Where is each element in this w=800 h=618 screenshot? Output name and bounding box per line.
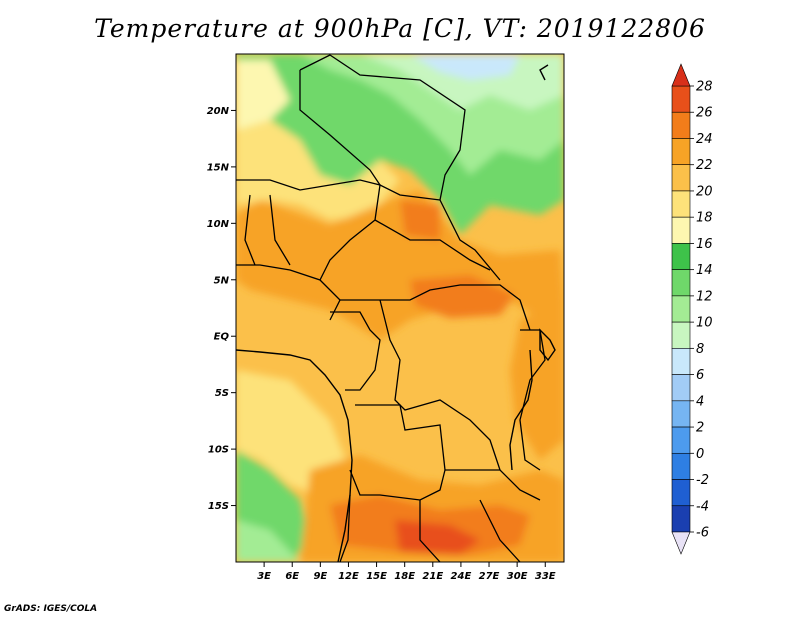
map-title: Temperature at 900hPa [C], VT: 201912280… bbox=[94, 14, 706, 43]
lat-tick-label: 15N bbox=[207, 162, 230, 173]
lat-tick-label: 15S bbox=[208, 501, 229, 512]
colorbar-box bbox=[671, 85, 691, 113]
temperature-field bbox=[236, 54, 564, 562]
colorbar-label: 10 bbox=[696, 316, 713, 331]
colorbar-low-triangle bbox=[671, 531, 691, 555]
grads-credit: GrADS: IGES/COLA bbox=[4, 604, 98, 614]
colorbar-box bbox=[671, 321, 691, 349]
lon-tick-label: 15E bbox=[366, 571, 387, 582]
colorbar-label: -4 bbox=[696, 499, 709, 514]
colorbar-label: 0 bbox=[696, 447, 704, 462]
colorbar-label: 14 bbox=[696, 263, 713, 278]
central-hot-core bbox=[410, 275, 515, 318]
colorbar-box bbox=[671, 426, 691, 454]
lon-tick-label: 27E bbox=[479, 571, 500, 582]
colorbar-label: 4 bbox=[696, 394, 704, 409]
latitude-axis: 20N 15N 10N 5N EQ 5S 10S 15S bbox=[207, 106, 236, 512]
lat-tick-label: 5S bbox=[215, 388, 229, 399]
colorbar-box bbox=[671, 269, 691, 297]
lon-tick-label: 30E bbox=[507, 571, 528, 582]
colorbar-box bbox=[671, 138, 691, 166]
colorbar-box bbox=[671, 164, 691, 192]
west-edge-yellow bbox=[236, 60, 290, 130]
colorbar-label: -6 bbox=[696, 526, 709, 541]
lon-tick-label: 9E bbox=[313, 571, 327, 582]
lon-tick-label: 33E bbox=[535, 571, 556, 582]
lon-tick-label: 12E bbox=[338, 571, 359, 582]
southwest-light-green bbox=[236, 520, 300, 562]
longitude-axis: 3E 6E 9E 12E 15E 18E 21E 24E 27E 30E 33E bbox=[257, 562, 556, 582]
colorbar-label: 16 bbox=[696, 237, 713, 252]
country-boundaries bbox=[236, 54, 546, 562]
colorbar-label: 2 bbox=[696, 421, 704, 436]
central-hot-core-2 bbox=[400, 200, 440, 240]
lat-tick-label: 20N bbox=[207, 106, 230, 117]
colorbar-box bbox=[671, 111, 691, 139]
lon-tick-label: 3E bbox=[257, 571, 271, 582]
colorbar-label: 8 bbox=[696, 342, 704, 357]
lat-tick-label: EQ bbox=[214, 332, 230, 343]
colorbar-label: 18 bbox=[696, 211, 713, 226]
colorbar-label: 28 bbox=[696, 80, 713, 95]
colorbar-label: 26 bbox=[696, 106, 713, 121]
colorbar-label: 24 bbox=[696, 132, 713, 147]
colorbar-label: 6 bbox=[696, 368, 704, 383]
colorbar-label: 22 bbox=[696, 158, 713, 173]
colorbar-box bbox=[671, 243, 691, 270]
colorbar-box bbox=[671, 400, 691, 428]
colorbar-box bbox=[671, 479, 691, 507]
colorbar-box bbox=[671, 190, 691, 218]
colorbar-high-triangle bbox=[671, 63, 691, 87]
colorbar-label: 20 bbox=[696, 184, 713, 199]
colorbar-box bbox=[671, 374, 691, 402]
colorbar-box bbox=[671, 452, 691, 480]
lon-tick-label: 24E bbox=[451, 571, 472, 582]
colorbar-label: -2 bbox=[696, 473, 709, 488]
lon-tick-label: 21E bbox=[422, 571, 443, 582]
colorbar-box bbox=[671, 216, 691, 244]
colorbar-box bbox=[671, 505, 691, 533]
colorbar-box bbox=[671, 348, 691, 375]
lat-tick-label: 10N bbox=[207, 219, 230, 230]
colorbar-box bbox=[671, 295, 691, 323]
lon-tick-label: 6E bbox=[285, 571, 299, 582]
lat-tick-label: 5N bbox=[214, 275, 230, 286]
map-frame bbox=[235, 53, 565, 563]
coastlines-lakes bbox=[236, 64, 556, 562]
southern-hottest bbox=[395, 520, 480, 555]
colorbar-label: 12 bbox=[696, 289, 713, 304]
north-cyan-zone bbox=[410, 54, 520, 80]
lon-tick-label: 18E bbox=[394, 571, 415, 582]
lat-tick-label: 10S bbox=[208, 445, 229, 456]
west-sahel-yellow bbox=[236, 120, 400, 220]
